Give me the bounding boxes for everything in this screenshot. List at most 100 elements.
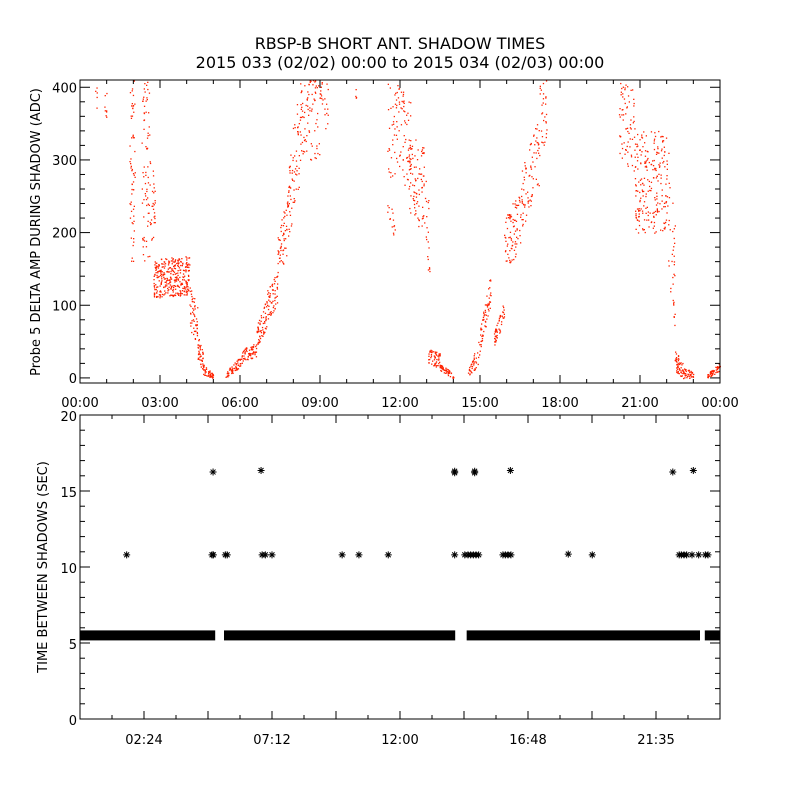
amplitude-point bbox=[197, 346, 199, 349]
amplitude-point bbox=[392, 144, 394, 146]
amplitude-point bbox=[489, 307, 491, 309]
amplitude-point bbox=[673, 246, 675, 248]
amplitude-point bbox=[690, 375, 692, 377]
amplitude-point bbox=[396, 126, 398, 128]
amplitude-point bbox=[181, 283, 184, 285]
amplitude-point bbox=[158, 275, 160, 278]
amplitude-point bbox=[311, 93, 313, 96]
amplitude-point bbox=[178, 286, 181, 288]
amplitude-point bbox=[622, 109, 624, 111]
amplitude-point bbox=[657, 148, 659, 150]
amplitude-point bbox=[676, 371, 678, 374]
amplitude-point bbox=[473, 369, 476, 371]
amplitude-point bbox=[411, 153, 413, 156]
amplitude-point bbox=[193, 309, 195, 311]
amplitude-point bbox=[388, 171, 390, 173]
amplitude-point bbox=[268, 313, 270, 315]
amplitude-point bbox=[661, 200, 663, 202]
amplitude-point bbox=[628, 101, 630, 103]
amplitude-point bbox=[142, 172, 144, 174]
amplitude-point bbox=[298, 123, 300, 125]
amplitude-point bbox=[672, 230, 674, 233]
amplitude-point bbox=[96, 87, 98, 89]
amplitude-point bbox=[390, 107, 392, 109]
amplitude-point bbox=[427, 231, 429, 233]
amplitude-point bbox=[179, 269, 181, 271]
amplitude-point bbox=[194, 298, 196, 300]
amplitude-point bbox=[435, 354, 437, 356]
amplitude-point bbox=[314, 152, 316, 155]
amplitude-point bbox=[143, 96, 145, 98]
amplitude-point bbox=[237, 362, 239, 364]
amplitude-point bbox=[153, 183, 155, 185]
amplitude-point bbox=[178, 258, 180, 260]
amplitude-point bbox=[179, 290, 181, 292]
amplitude-point bbox=[129, 92, 132, 94]
amplitude-point bbox=[157, 276, 159, 278]
interval-point-asterisk bbox=[123, 551, 131, 559]
x-tick-label: 18:00 bbox=[541, 396, 578, 411]
amplitude-point bbox=[285, 238, 287, 240]
amplitude-point bbox=[310, 158, 312, 161]
amplitude-point bbox=[162, 274, 164, 277]
amplitude-point bbox=[251, 349, 254, 351]
baseline-asterisk-band bbox=[704, 630, 720, 641]
amplitude-point bbox=[253, 351, 255, 353]
amplitude-point bbox=[153, 192, 155, 194]
amplitude-point bbox=[517, 204, 520, 206]
amplitude-point bbox=[650, 131, 653, 133]
amplitude-point bbox=[693, 373, 695, 376]
amplitude-point bbox=[676, 367, 678, 369]
amplitude-point bbox=[422, 147, 424, 149]
amplitude-point bbox=[159, 269, 161, 272]
amplitude-point bbox=[262, 316, 265, 319]
amplitude-point bbox=[521, 201, 523, 203]
amplitude-point bbox=[147, 220, 149, 222]
amplitude-point bbox=[652, 227, 654, 229]
amplitude-point bbox=[310, 159, 313, 161]
amplitude-point bbox=[409, 158, 411, 160]
amplitude-point bbox=[199, 353, 201, 355]
amplitude-point bbox=[401, 108, 403, 110]
amplitude-point bbox=[307, 105, 309, 107]
amplitude-point bbox=[497, 322, 499, 324]
amplitude-point bbox=[645, 207, 647, 209]
amplitude-point bbox=[159, 294, 162, 296]
amplitude-point bbox=[257, 343, 259, 345]
amplitude-point bbox=[193, 314, 196, 316]
amplitude-point bbox=[620, 82, 622, 85]
amplitude-point bbox=[287, 204, 289, 206]
amplitude-point bbox=[145, 146, 147, 148]
amplitude-point bbox=[524, 165, 526, 167]
amplitude-point bbox=[299, 131, 301, 133]
amplitude-point bbox=[635, 213, 637, 215]
amplitude-point bbox=[181, 258, 183, 260]
amplitude-point bbox=[647, 190, 649, 192]
amplitude-point bbox=[539, 85, 541, 87]
amplitude-point bbox=[259, 323, 261, 326]
amplitude-point bbox=[661, 189, 663, 191]
amplitude-point bbox=[662, 230, 664, 232]
amplitude-point bbox=[321, 82, 323, 84]
amplitude-point bbox=[538, 152, 540, 154]
amplitude-point bbox=[675, 357, 678, 359]
amplitude-point bbox=[283, 222, 285, 224]
amplitude-point bbox=[675, 360, 677, 362]
amplitude-point bbox=[668, 260, 670, 262]
amplitude-point bbox=[257, 326, 259, 328]
amplitude-point bbox=[246, 350, 248, 353]
amplitude-point bbox=[309, 107, 311, 109]
amplitude-point bbox=[225, 376, 227, 378]
amplitude-point bbox=[709, 372, 711, 374]
amplitude-point bbox=[668, 265, 670, 267]
amplitude-point bbox=[395, 99, 398, 101]
amplitude-point bbox=[649, 189, 651, 192]
amplitude-point bbox=[131, 222, 133, 224]
amplitude-point bbox=[196, 324, 198, 326]
amplitude-point bbox=[644, 150, 647, 152]
amplitude-point bbox=[523, 179, 526, 181]
amplitude-point bbox=[440, 367, 442, 369]
amplitude-points bbox=[95, 80, 721, 380]
amplitude-point bbox=[408, 188, 410, 190]
amplitude-point bbox=[148, 112, 150, 114]
